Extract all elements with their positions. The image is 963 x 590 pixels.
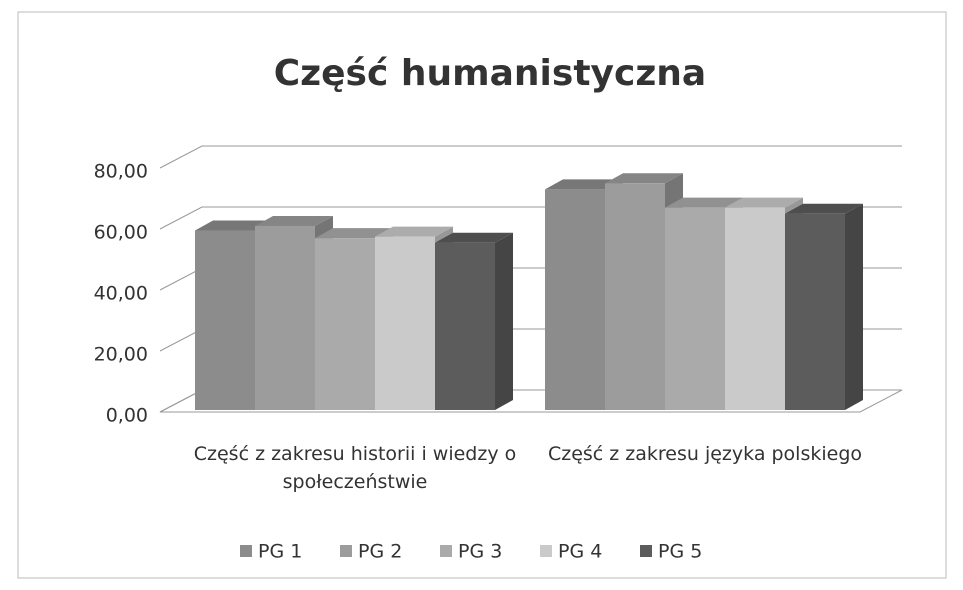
bar bbox=[195, 230, 255, 410]
bar bbox=[605, 183, 665, 410]
legend-label: PG 5 bbox=[658, 541, 702, 563]
bar bbox=[375, 236, 435, 410]
legend-swatch bbox=[640, 545, 652, 557]
grid-line bbox=[159, 145, 902, 169]
y-tick-label: 40,00 bbox=[94, 283, 148, 305]
bar-top bbox=[435, 232, 513, 243]
bar-top bbox=[785, 203, 863, 214]
bar bbox=[545, 189, 605, 410]
bar-top bbox=[605, 173, 683, 184]
y-tick-label: 80,00 bbox=[94, 161, 148, 183]
x-tick-label: Część z zakresu historii i wiedzy o społ… bbox=[193, 443, 517, 493]
chart-title: Część humanistyczna bbox=[274, 53, 706, 94]
bar bbox=[725, 207, 785, 410]
y-tick-label: 0,00 bbox=[106, 405, 148, 427]
bar-top bbox=[665, 197, 743, 208]
y-tick-label: 60,00 bbox=[94, 222, 148, 244]
bar bbox=[315, 238, 375, 410]
legend-label: PG 4 bbox=[558, 541, 602, 563]
bar bbox=[665, 207, 725, 410]
bar-top bbox=[725, 197, 803, 208]
legend-label: PG 3 bbox=[458, 541, 502, 563]
bar-top bbox=[195, 220, 273, 231]
legend-label: PG 2 bbox=[358, 541, 402, 563]
bar-side bbox=[495, 232, 513, 410]
bar-top bbox=[545, 179, 623, 190]
legend-swatch bbox=[240, 545, 252, 557]
legend-swatch bbox=[340, 545, 352, 557]
bar-top bbox=[375, 226, 453, 237]
bar bbox=[435, 242, 495, 410]
bar-top bbox=[315, 228, 393, 239]
chart-frame bbox=[17, 11, 947, 579]
legend-label: PG 1 bbox=[258, 541, 302, 563]
bar-side bbox=[845, 203, 863, 410]
y-tick-label: 20,00 bbox=[94, 344, 148, 366]
bar bbox=[255, 225, 315, 410]
bar bbox=[785, 213, 845, 410]
x-tick-label: Część z zakresu języka polskiego bbox=[547, 443, 863, 465]
bar-top bbox=[255, 215, 333, 226]
legend-swatch bbox=[540, 545, 552, 557]
legend-swatch bbox=[440, 545, 452, 557]
